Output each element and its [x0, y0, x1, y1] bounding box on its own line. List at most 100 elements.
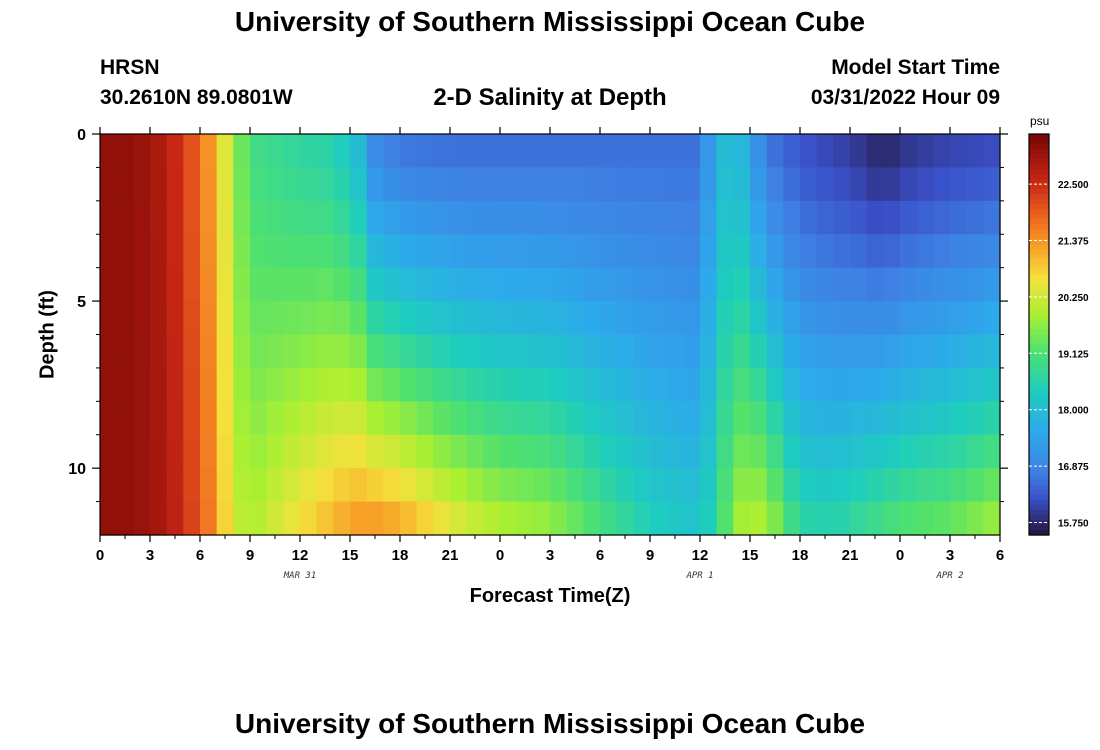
heatmap-cell [500, 267, 518, 302]
heatmap-cell [433, 434, 451, 469]
heatmap-cell [800, 134, 818, 169]
heatmap-cell [166, 200, 184, 235]
heatmap-cell [450, 401, 468, 436]
heatmap-cell [450, 301, 468, 336]
heatmap-cell [983, 401, 1001, 436]
x-tick-label: 3 [946, 547, 954, 564]
heatmap-cell [883, 401, 901, 436]
colorbar-tick-label: 20.250 [1058, 293, 1089, 304]
heatmap-cell [300, 234, 318, 269]
heatmap-cell [616, 367, 634, 402]
heatmap-cell [450, 267, 468, 302]
heatmap-cell [850, 434, 868, 469]
heatmap-cell [800, 267, 818, 302]
heatmap-cell [650, 367, 668, 402]
heatmap-cell [916, 200, 934, 235]
heatmap-cell [500, 234, 518, 269]
heatmap-cell [983, 501, 1001, 536]
heatmap-cell [533, 167, 551, 202]
heatmap-cell [300, 367, 318, 402]
heatmap-cell [583, 267, 601, 302]
colorbar-segment [1029, 369, 1049, 376]
heatmap-cell [950, 267, 968, 302]
heatmap-cell [900, 267, 918, 302]
heatmap-cell [433, 200, 451, 235]
heatmap-cell [683, 501, 701, 536]
heatmap-cell [616, 401, 634, 436]
heatmap-cell [216, 167, 234, 202]
heatmap-cell [100, 167, 118, 202]
heatmap-cell [350, 167, 368, 202]
heatmap-cell [866, 401, 884, 436]
heatmap-cell [416, 334, 434, 369]
heatmap-cell [333, 334, 351, 369]
colorbar-segment [1029, 319, 1049, 326]
heatmap-cell [166, 501, 184, 536]
heatmap-cell [583, 401, 601, 436]
heatmap-cell [616, 501, 634, 536]
heatmap-cell [716, 401, 734, 436]
heatmap-cell [700, 200, 718, 235]
heatmap-cell [600, 401, 618, 436]
heatmap-cell [616, 334, 634, 369]
heatmap-cell [733, 501, 751, 536]
heatmap-cell [733, 401, 751, 436]
heatmap-cell [116, 200, 134, 235]
heatmap-cell [300, 468, 318, 503]
heatmap-cell [550, 401, 568, 436]
colorbar-segment [1029, 134, 1049, 140]
colorbar-segment [1029, 484, 1049, 491]
heatmap-cell [183, 468, 201, 503]
heatmap-cell [766, 301, 784, 336]
heatmap-cell [550, 234, 568, 269]
colorbar-segment [1029, 314, 1049, 321]
heatmap-cell [916, 468, 934, 503]
heatmap-cell [366, 200, 384, 235]
heatmap-cell [716, 468, 734, 503]
heatmap-cell [200, 501, 218, 536]
heatmap-cell [333, 468, 351, 503]
colorbar-segment [1029, 434, 1049, 441]
x-tick-label: 6 [596, 547, 604, 564]
colorbar-segment [1029, 264, 1049, 270]
heatmap-cell [433, 367, 451, 402]
heatmap-cell [233, 301, 251, 336]
heatmap-cell [183, 434, 201, 469]
heatmap-cell [316, 434, 334, 469]
colorbar-segment [1029, 469, 1049, 476]
heatmap-cell [766, 434, 784, 469]
colorbar-segment [1029, 329, 1049, 336]
heatmap-cell [833, 301, 851, 336]
colorbar-segment [1029, 429, 1049, 436]
heatmap-cell [416, 200, 434, 235]
heatmap-cell [116, 434, 134, 469]
colorbar-segment [1029, 209, 1049, 215]
colorbar-segment [1029, 374, 1049, 381]
heatmap-cell [150, 200, 168, 235]
heatmap-cell [883, 200, 901, 235]
heatmap-cell [316, 334, 334, 369]
heatmap-cell [233, 200, 251, 235]
heatmap-cell [733, 334, 751, 369]
heatmap-cell [900, 401, 918, 436]
colorbar-segment [1029, 499, 1049, 506]
heatmap-cell [616, 200, 634, 235]
heatmap-cell [433, 234, 451, 269]
heatmap-cell [500, 167, 518, 202]
heatmap-cell [416, 267, 434, 302]
heatmap-cell [933, 468, 951, 503]
colorbar-segment [1029, 299, 1049, 306]
colorbar-segment [1029, 274, 1049, 280]
heatmap-cell [850, 401, 868, 436]
heatmap-cell [833, 267, 851, 302]
heatmap-cell [516, 167, 534, 202]
heatmap-cell [133, 501, 151, 536]
heatmap-cell [333, 234, 351, 269]
colorbar-segment [1029, 364, 1049, 371]
colorbar-segment [1029, 259, 1049, 265]
heatmap-cell [250, 301, 268, 336]
heatmap-cell [650, 468, 668, 503]
heatmap-cell [116, 501, 134, 536]
heatmap-cell [750, 167, 768, 202]
heatmap-cell [383, 234, 401, 269]
